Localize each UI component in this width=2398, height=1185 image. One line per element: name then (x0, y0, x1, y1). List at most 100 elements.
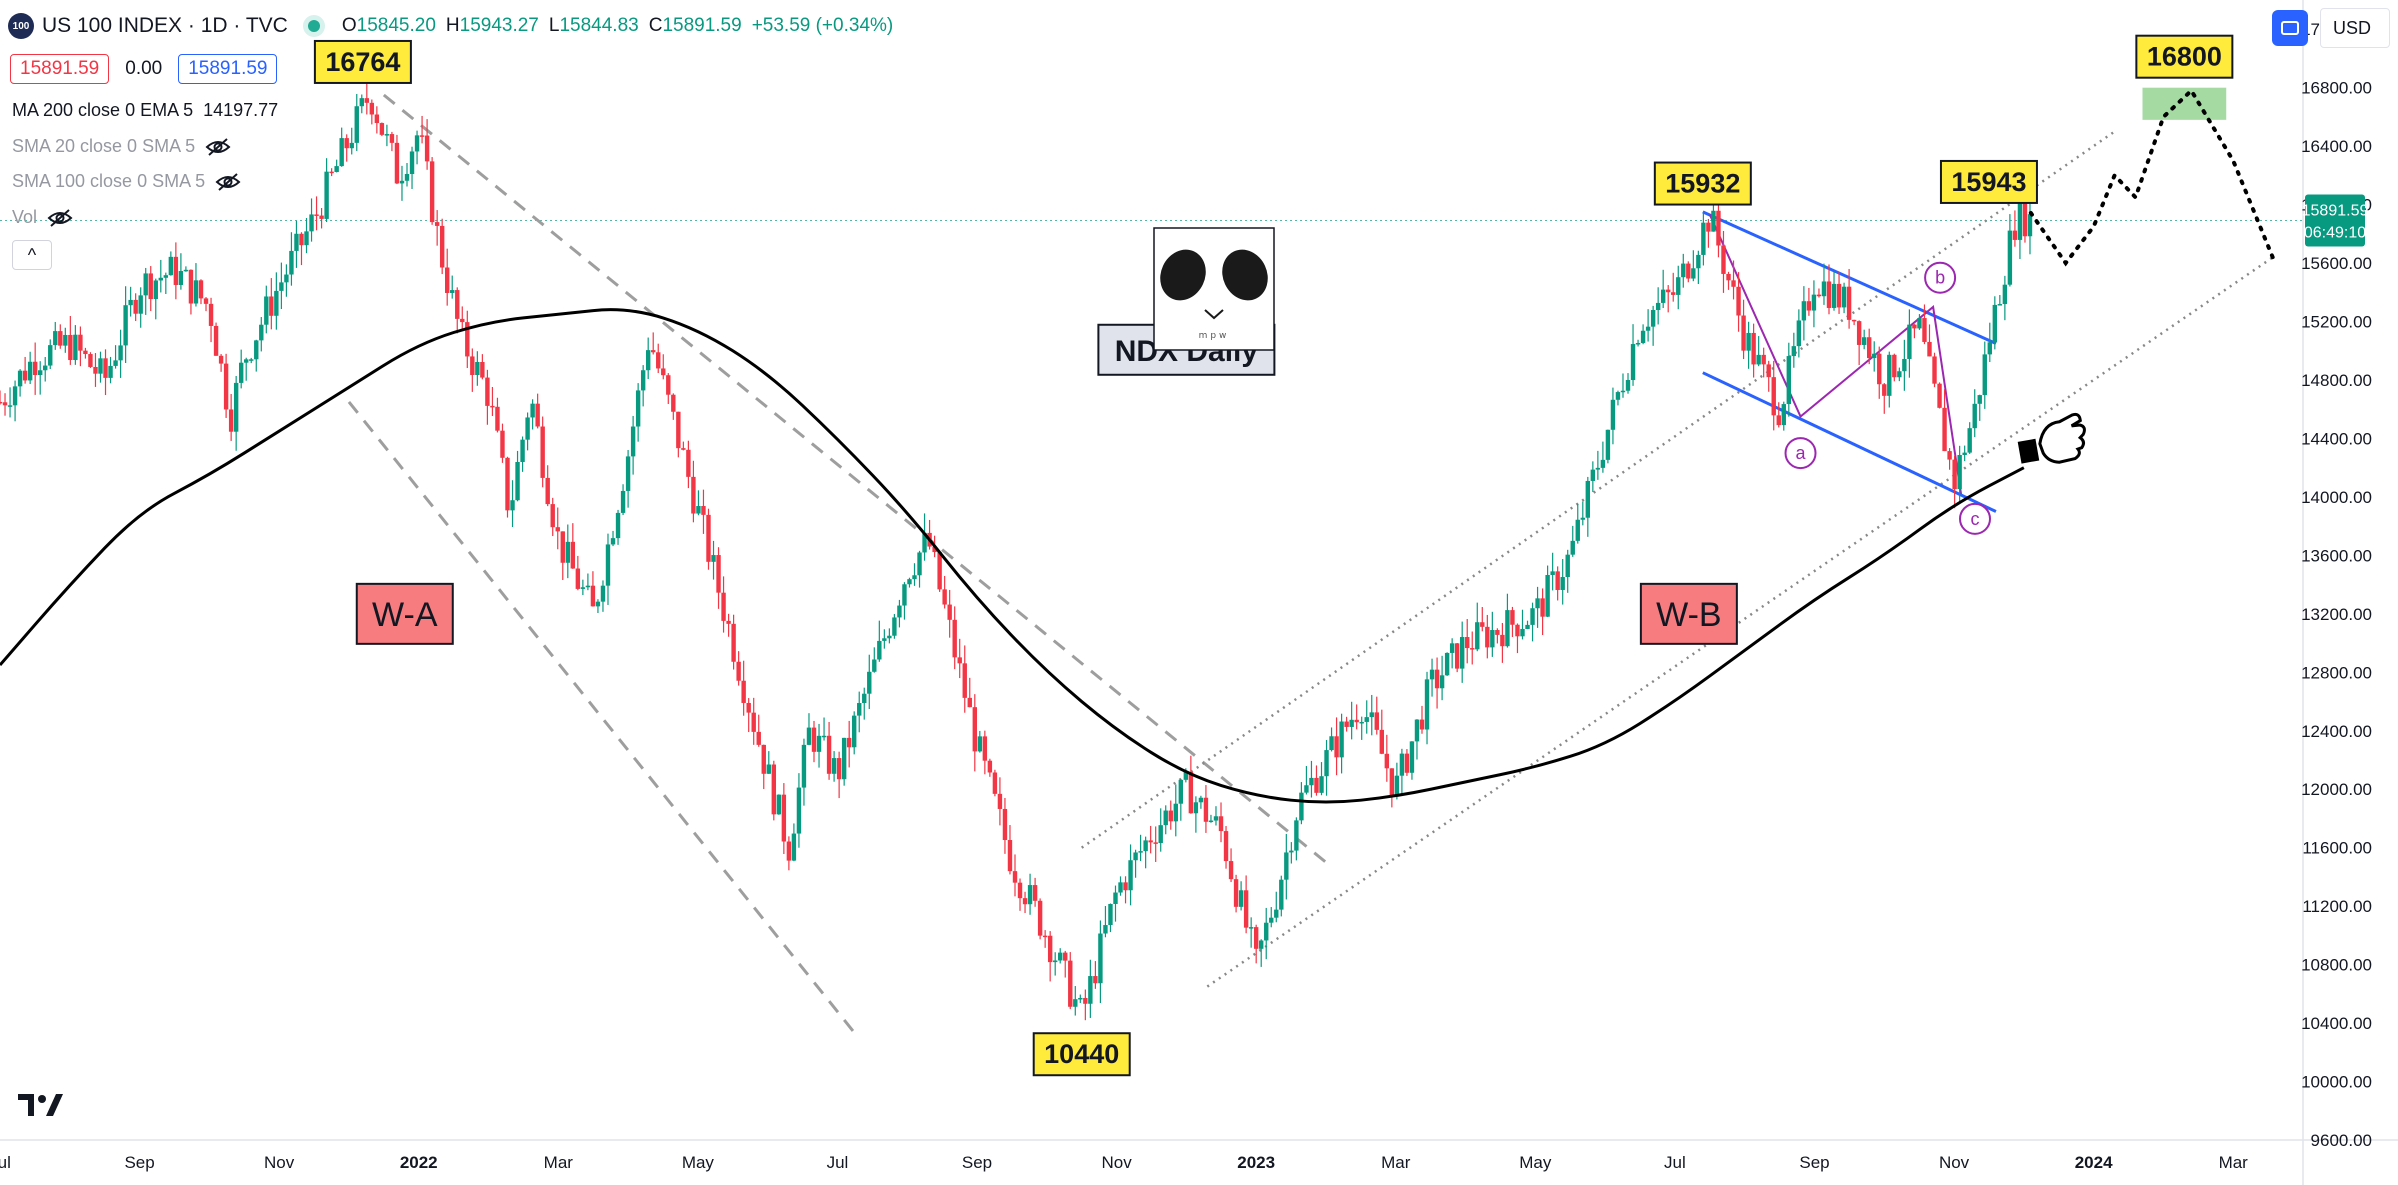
candle-body (138, 295, 143, 314)
candle-body (1816, 294, 1822, 297)
price-tick-label: 14800.00 (2301, 371, 2372, 390)
candle-body (1193, 802, 1199, 814)
candle-body (671, 394, 676, 412)
candle-body (1083, 997, 1088, 1004)
projection-path (2028, 87, 2278, 267)
candle-body (279, 282, 284, 291)
symbol-title[interactable]: US 100 INDEX · 1D · TVC (42, 14, 288, 37)
candlesticks (0, 79, 2033, 1021)
candle-body (208, 303, 214, 326)
candle-body (1183, 771, 1189, 780)
candle-body (852, 715, 857, 748)
candle-body (108, 365, 113, 378)
tradingview-logo[interactable] (18, 1092, 64, 1118)
subwave-circle (1958, 502, 1991, 535)
candle-body (495, 406, 500, 431)
price-label-box (1939, 159, 2038, 204)
candle-body (1515, 624, 1520, 637)
candle-body (1580, 517, 1585, 520)
candle-body (575, 568, 581, 589)
hidden-eye-icon[interactable] (215, 172, 241, 192)
candle-body (1178, 779, 1184, 804)
candle-body (198, 280, 204, 299)
candle-body (1444, 652, 1450, 676)
candle-body (1319, 776, 1324, 793)
candle-body (635, 390, 641, 427)
candle-body (1912, 324, 1917, 329)
candle-body (776, 794, 782, 815)
bid-ask-row: 15891.59 0.00 15891.59 (10, 54, 278, 84)
candle-body (1374, 712, 1379, 730)
candle-body (605, 544, 611, 586)
candle-body (585, 585, 591, 588)
candle-body (78, 334, 83, 351)
bar-countdown: 06:49:10 (2304, 225, 2366, 242)
candle-body (1470, 648, 1475, 650)
candle-body (2017, 198, 2023, 240)
candle-body (1555, 571, 1560, 590)
indicator-volume[interactable]: Vol (12, 207, 73, 228)
candle-body (2027, 214, 2033, 237)
buy-price-button[interactable]: 15891.59 (178, 54, 278, 84)
candle-body (88, 354, 93, 367)
candle-body (223, 363, 229, 410)
candle-body (1173, 803, 1178, 822)
candle-body (1088, 976, 1093, 1004)
candle-body (48, 345, 53, 366)
candle-body (17, 370, 23, 387)
candle-body (1962, 452, 1967, 455)
candle-body (264, 296, 269, 325)
candle-body (1786, 356, 1792, 405)
candle-body (1756, 354, 1761, 365)
candle-body (1696, 254, 1701, 269)
candle-body (399, 180, 405, 184)
hidden-eye-icon[interactable] (47, 208, 73, 228)
candle-body (761, 744, 766, 774)
indicator-sma100[interactable]: SMA 100 close 0 SMA 5 (12, 171, 241, 192)
plot-area (0, 0, 2303, 1140)
candle-body (836, 758, 842, 780)
currency-selector[interactable]: USD (2320, 8, 2390, 48)
candle-body (7, 405, 13, 407)
indicator-ma200[interactable]: MA 200 close 0 EMA 5 14197.77 (12, 100, 278, 121)
candle-body (183, 269, 189, 272)
candle-body (1465, 637, 1470, 649)
symbol-badge-icon[interactable]: 100 (8, 13, 34, 39)
candle-body (1510, 610, 1515, 625)
low-label: L (548, 15, 560, 36)
fullscreen-button[interactable] (2272, 10, 2308, 46)
price-axis[interactable]: 9600.00 10000.00 10400.00 10800.00 11200.00 1… (2301, 20, 2372, 1150)
candle-body (1957, 454, 1962, 490)
candle-body (1037, 900, 1043, 936)
candle-body (1274, 909, 1279, 918)
candle-body (1500, 634, 1505, 647)
candle-body (736, 661, 741, 681)
candle-body (1153, 842, 1158, 844)
candle-body (1887, 354, 1892, 396)
sell-price-button[interactable]: 15891.59 (10, 54, 110, 84)
price-tick-label: 16400.00 (2301, 137, 2372, 156)
indicator-sma20[interactable]: SMA 20 close 0 SMA 5 (12, 136, 231, 157)
hidden-eye-icon[interactable] (205, 137, 231, 157)
candle-body (615, 512, 621, 539)
candle-body (821, 735, 827, 738)
price-tick-label: 16800.00 (2301, 79, 2372, 98)
collapse-legend-button[interactable]: ^ (12, 240, 52, 270)
time-axis[interactable]: Jul Sep Nov 2022 Mar May Jul Sep Nov 2023 Mar May Ju… (0, 1153, 2248, 1172)
candle-body (1248, 927, 1254, 929)
candle-body (1098, 933, 1103, 984)
candle-body (1655, 302, 1661, 311)
candle-body (1565, 554, 1570, 578)
candle-body (892, 617, 897, 636)
subwave-circle (1924, 261, 1957, 294)
candle-body (1073, 999, 1078, 1007)
candle-body (2002, 284, 2008, 305)
candle-body (1866, 337, 1872, 359)
open-value: 15845.20 (356, 15, 436, 36)
price-tick-label: 13200.00 (2301, 605, 2372, 624)
candle-body (153, 280, 158, 300)
candle-body (354, 106, 359, 143)
candle-body (1856, 321, 1862, 345)
